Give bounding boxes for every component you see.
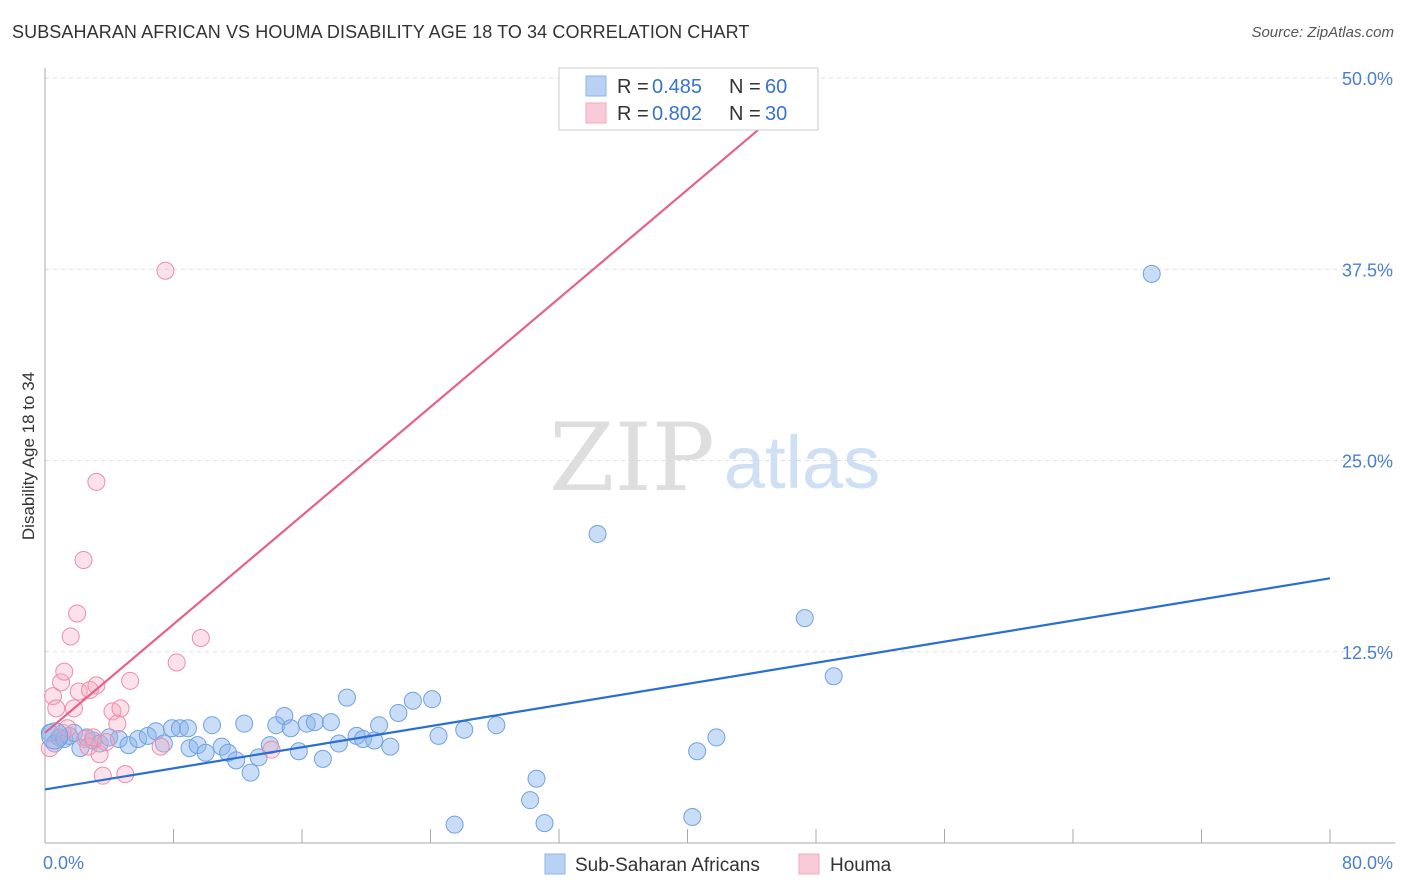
houma-point	[191, 628, 210, 647]
subsaharan-point	[824, 667, 843, 686]
subsaharan-point	[527, 769, 546, 788]
subsaharan-point	[521, 791, 540, 810]
legend-swatch-subsaharan	[585, 75, 607, 97]
subsaharan-point	[321, 713, 340, 732]
gridlines	[45, 77, 1395, 653]
legend-r-value-1: 0.485	[652, 76, 702, 98]
legend-r-label-1: R =	[617, 76, 649, 98]
subsaharan-point	[119, 736, 138, 755]
legend-box: R = 0.485 N = 60 R = 0.802 N = 30	[558, 67, 819, 131]
subsaharan-point	[535, 814, 554, 833]
subsaharan-point	[688, 742, 707, 761]
subsaharan-point	[683, 807, 702, 826]
subsaharan-point	[1142, 264, 1161, 283]
subsaharan-point	[329, 734, 348, 753]
subsaharan-point	[178, 719, 197, 738]
data-points	[40, 261, 1161, 834]
legend-n-label-2: N =	[729, 103, 761, 125]
subsaharan-point	[281, 719, 300, 738]
subsaharan-point	[241, 763, 260, 782]
houma-trend-line	[44, 80, 817, 734]
subsaharan-point	[154, 734, 173, 753]
subsaharan-point	[381, 737, 400, 756]
y-axis-label: Disability Age 18 to 34	[19, 372, 38, 540]
houma-point	[87, 472, 106, 491]
subsaharan-point	[403, 691, 422, 710]
watermark-atlas: atlas	[724, 421, 880, 504]
houma-point	[80, 681, 99, 699]
subsaharan-cluster-point	[41, 722, 69, 750]
subsaharan-point	[289, 742, 308, 761]
y-tick-label-3: 50.0%	[1342, 69, 1393, 89]
subsaharan-point	[313, 749, 332, 768]
bottom-legend-swatch-houma	[798, 853, 820, 875]
watermark-zip: ZIP	[549, 404, 715, 513]
houma-point	[69, 682, 88, 701]
subsaharan-point	[55, 729, 74, 748]
houma-point	[68, 604, 87, 623]
axes	[44, 68, 1395, 844]
legend-n-label-1: N =	[729, 76, 761, 98]
houma-point	[167, 653, 186, 672]
subsaharan-point	[423, 690, 442, 709]
legend-swatch-houma	[585, 102, 607, 124]
subsaharan-point	[795, 609, 814, 628]
subsaharan-point	[337, 688, 356, 707]
houma-point	[87, 676, 106, 695]
subsaharan-point	[487, 716, 506, 735]
subsaharan-trend-line	[44, 577, 1331, 791]
legend-r-label-2: R =	[617, 103, 649, 125]
houma-point	[262, 740, 281, 759]
houma-point	[156, 261, 175, 280]
houma-point	[61, 627, 80, 646]
subsaharan-point	[445, 815, 464, 834]
houma-point	[97, 733, 116, 752]
legend-n-value-1: 60	[765, 76, 787, 98]
trend-lines	[44, 80, 1331, 791]
subsaharan-point	[235, 714, 254, 733]
subsaharan-point	[227, 751, 246, 770]
subsaharan-point	[429, 726, 448, 745]
subsaharan-point	[129, 729, 148, 748]
bottom-legend-label-houma: Houma	[830, 855, 892, 876]
y-tick-label-1: 25.0%	[1342, 452, 1393, 472]
legend-r-value-2: 0.802	[652, 103, 702, 125]
houma-point	[151, 737, 170, 756]
bottom-legend-swatch-subsaharan	[544, 853, 566, 875]
subsaharan-point	[196, 743, 215, 762]
houma-point	[121, 671, 140, 690]
y-tick-label-2: 37.5%	[1342, 260, 1393, 280]
subsaharan-point	[370, 716, 389, 735]
houma-point	[52, 673, 71, 692]
houma-point	[116, 765, 135, 784]
subsaharan-point	[203, 716, 222, 735]
houma-point	[111, 699, 130, 718]
subsaharan-point	[305, 713, 324, 732]
houma-point	[74, 550, 93, 569]
y-tick-label-0: 12.5%	[1342, 643, 1393, 663]
subsaharan-point	[455, 720, 474, 739]
bottom-legend-label-subsaharan: Sub-Saharan Africans	[575, 855, 760, 876]
tick-labels: 12.5% 25.0% 37.5% 50.0% 0.0% 80.0%	[43, 69, 1393, 873]
houma-point	[47, 699, 66, 718]
legend-n-value-2: 30	[765, 103, 787, 125]
houma-point	[55, 662, 74, 681]
subsaharan-point	[707, 728, 726, 747]
houma-point	[108, 714, 127, 733]
subsaharan-point	[389, 703, 408, 722]
source-label: Source: ZipAtlas.com	[1251, 24, 1394, 41]
chart-title: SUBSAHARAN AFRICAN VS HOUMA DISABILITY A…	[12, 22, 750, 42]
bottom-legend: Sub-Saharan Africans Houma	[544, 853, 892, 876]
x-tick-label-0: 0.0%	[43, 853, 84, 873]
x-tick-label-1: 80.0%	[1342, 853, 1393, 873]
subsaharan-point	[588, 524, 607, 543]
